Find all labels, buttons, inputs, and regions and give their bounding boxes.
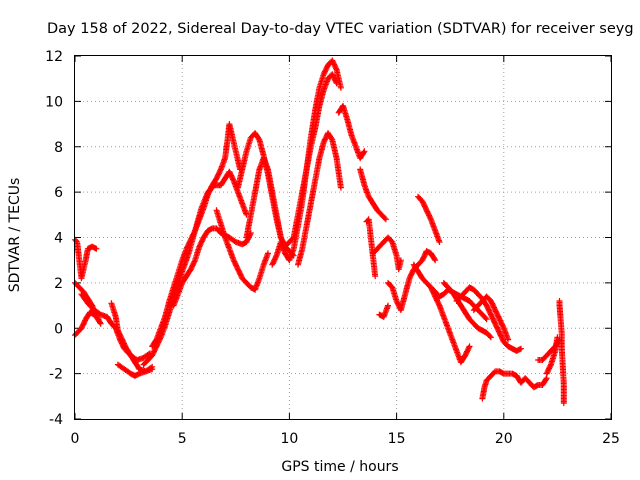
x-tick-label: 25 (602, 431, 620, 447)
data-point (382, 216, 389, 223)
series-arc-6 (114, 361, 156, 379)
data-point (93, 245, 100, 252)
y-tick-label: -4 (49, 412, 63, 428)
series-arc-16 (335, 102, 368, 162)
series-arc-15 (295, 130, 344, 268)
data-point (482, 315, 489, 321)
x-tick-label: 20 (495, 431, 513, 447)
series-arc-22 (415, 193, 443, 245)
data-point (149, 363, 156, 370)
series-arc-31 (556, 298, 567, 407)
data-point (360, 149, 367, 156)
series-arc-24 (427, 284, 473, 366)
data-point (333, 80, 340, 87)
data-points (72, 57, 567, 407)
grid (75, 56, 611, 419)
data-point (505, 336, 512, 343)
data-point (381, 215, 388, 222)
series-arc-30 (543, 334, 561, 377)
series-arc-11 (234, 130, 297, 259)
y-tick-label: 4 (54, 231, 63, 247)
data-point (94, 315, 101, 321)
chart-title: Day 158 of 2022, Sidereal Day-to-day VTE… (47, 21, 634, 37)
y-tick-label: 12 (45, 49, 63, 65)
data-point (322, 67, 329, 74)
data-point (385, 302, 391, 309)
x-tick-labels: 0 5 10 15 20 25 (71, 431, 620, 447)
data-point (372, 273, 379, 280)
plot-frame (74, 55, 612, 420)
series-arc-21 (376, 302, 391, 320)
x-tick-label: 10 (280, 431, 298, 447)
series-arc-25 (440, 279, 494, 341)
y-tick-label: 10 (45, 94, 63, 110)
data-point (265, 250, 271, 257)
data-point (337, 84, 344, 91)
x-tick-label: 5 (178, 431, 187, 447)
data-point (432, 257, 439, 264)
series-arc-12 (243, 155, 297, 250)
data-point (147, 364, 154, 371)
x-axis-label: GPS time / hours (281, 459, 398, 475)
y-tick-label: 0 (54, 321, 63, 337)
data-point (328, 135, 335, 142)
y-tick-label: 8 (54, 140, 63, 156)
series-arc-14 (290, 71, 340, 241)
data-point (337, 184, 344, 191)
series-arc-10 (213, 207, 271, 293)
data-point (361, 148, 368, 155)
y-tick-label: 2 (54, 276, 63, 292)
data-point (95, 316, 102, 323)
data-point (487, 334, 494, 341)
series-arc-8 (149, 121, 244, 350)
y-axis-label: SDTVAR / TECUs (7, 178, 23, 293)
series-arc-5 (108, 300, 156, 375)
x-tick-label: 15 (388, 431, 406, 447)
data-point (431, 256, 438, 263)
y-tick-label: 6 (54, 185, 63, 201)
data-point (483, 316, 490, 323)
data-point (230, 176, 236, 183)
y-tick-labels: -4 -2 0 2 4 6 8 10 12 (45, 49, 63, 428)
series-arc-28 (479, 368, 550, 402)
data-point (543, 376, 549, 383)
series-arc-19 (370, 234, 404, 273)
series-arc-1 (72, 236, 100, 282)
data-point (97, 319, 103, 326)
series-arc-9 (170, 225, 254, 309)
data-point (560, 400, 567, 407)
data-point (397, 257, 404, 264)
series-arc-27 (470, 293, 512, 343)
series-arc-20 (385, 248, 439, 314)
data-point (486, 333, 493, 340)
data-point (436, 239, 443, 245)
data-point (466, 343, 473, 350)
y-tick-label: -2 (49, 367, 63, 383)
data-point (518, 345, 524, 352)
x-tick-label: 0 (71, 431, 80, 447)
data-point (97, 320, 104, 327)
series-arc-17 (357, 166, 389, 223)
